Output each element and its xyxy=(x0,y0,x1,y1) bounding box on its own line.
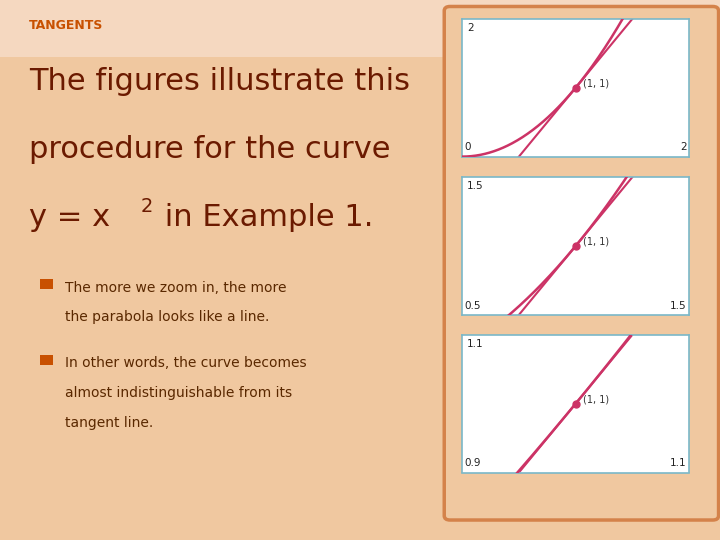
Text: 1.5: 1.5 xyxy=(670,301,687,310)
Text: 0: 0 xyxy=(464,143,471,152)
Text: y = x: y = x xyxy=(29,202,110,232)
Text: 2: 2 xyxy=(140,197,153,216)
Text: 1.1: 1.1 xyxy=(670,458,687,468)
Text: 1.1: 1.1 xyxy=(467,339,483,349)
Text: tangent line.: tangent line. xyxy=(65,416,153,430)
Text: In other words, the curve becomes: In other words, the curve becomes xyxy=(65,356,307,370)
Text: 1.5: 1.5 xyxy=(467,181,483,191)
FancyBboxPatch shape xyxy=(444,6,719,520)
Text: procedure for the curve: procedure for the curve xyxy=(29,135,390,164)
FancyBboxPatch shape xyxy=(0,0,720,57)
Text: The more we zoom in, the more: The more we zoom in, the more xyxy=(65,281,287,295)
Text: (1, 1): (1, 1) xyxy=(582,78,608,89)
Text: almost indistinguishable from its: almost indistinguishable from its xyxy=(65,386,292,400)
Bar xyxy=(40,279,53,289)
Text: TANGENTS: TANGENTS xyxy=(29,19,103,32)
Text: the parabola looks like a line.: the parabola looks like a line. xyxy=(65,310,269,325)
Text: The figures illustrate this: The figures illustrate this xyxy=(29,68,410,97)
Text: 2: 2 xyxy=(467,23,474,33)
Text: 2: 2 xyxy=(680,143,687,152)
Text: (1, 1): (1, 1) xyxy=(582,394,608,404)
Text: 0.9: 0.9 xyxy=(464,458,481,468)
Text: 0.5: 0.5 xyxy=(464,301,481,310)
Bar xyxy=(40,355,53,365)
Text: in Example 1.: in Example 1. xyxy=(155,202,373,232)
Text: (1, 1): (1, 1) xyxy=(582,237,608,247)
